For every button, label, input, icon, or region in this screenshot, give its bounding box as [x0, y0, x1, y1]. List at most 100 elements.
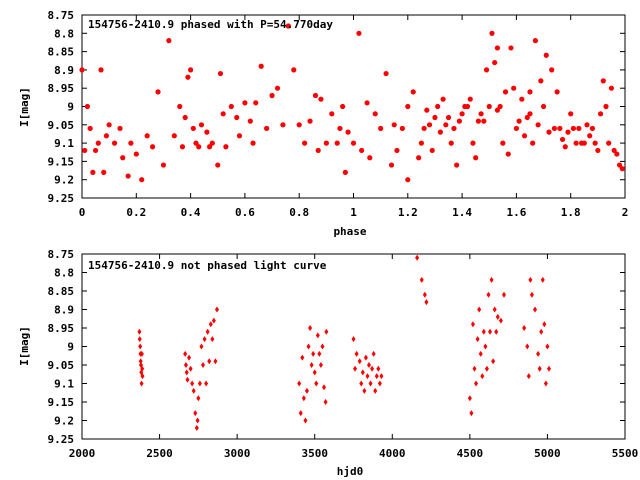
- unphased-data-point: [139, 350, 144, 357]
- unphased-data-point: [320, 343, 325, 350]
- phased-data-point: [584, 122, 590, 128]
- phased-data-point: [345, 129, 351, 135]
- phased-data-point: [215, 162, 221, 168]
- phased-data-point: [535, 122, 541, 128]
- phased-data-point: [508, 45, 514, 51]
- phased-data-point: [557, 125, 563, 132]
- phased-data-point: [133, 151, 139, 157]
- unphased-y-tick-label: 9.25: [48, 433, 75, 446]
- phased-x-tick-label: 1.6: [506, 206, 526, 219]
- phased-x-tick-label: 0.8: [289, 206, 309, 219]
- unphased-x-tick-label: 4000: [379, 447, 406, 460]
- unphased-data-point: [205, 328, 210, 335]
- unphased-data-point: [477, 306, 482, 313]
- phased-x-tick-label: 2: [622, 206, 629, 219]
- phased-data-point: [323, 140, 329, 146]
- phased-data-point: [405, 103, 411, 110]
- unphased-data-point: [214, 306, 219, 313]
- phased-data-point: [492, 59, 498, 66]
- unphased-data-point: [204, 380, 209, 387]
- phased-data-point: [494, 45, 500, 51]
- unphased-data-point: [309, 362, 314, 368]
- unphased-data-point: [191, 387, 196, 394]
- phased-data-point: [356, 30, 362, 36]
- phased-data-point: [429, 147, 435, 154]
- unphased-data-point: [533, 306, 538, 313]
- unphased-data-point: [536, 350, 541, 357]
- phased-data-point: [581, 140, 587, 146]
- phased-data-point: [258, 63, 264, 69]
- unphased-data-point: [360, 369, 365, 376]
- unphased-data-point: [301, 395, 306, 402]
- unphased-data-point: [357, 358, 362, 365]
- unphased-data-point: [525, 343, 530, 350]
- phased-data-point: [302, 140, 308, 146]
- phased-y-tick-label: 8.9: [54, 64, 74, 77]
- phased-data-point: [188, 67, 194, 73]
- phased-y-tick-label: 9.2: [54, 174, 74, 187]
- phased-data-point: [505, 151, 511, 157]
- phased-data-point: [459, 111, 465, 117]
- phased-data-point: [608, 85, 615, 91]
- phased-data-point: [600, 78, 606, 84]
- phased-data-point: [228, 103, 234, 110]
- unphased-data-point: [194, 424, 199, 431]
- unphased-data-point: [367, 362, 372, 368]
- phased-data-point: [475, 118, 481, 124]
- unphased-data-point: [138, 343, 143, 350]
- unphased-data-point: [304, 387, 309, 394]
- phased-data-point: [549, 67, 555, 73]
- unphased-data-point: [539, 328, 544, 335]
- unphased-data-point: [540, 276, 545, 283]
- unphased-data-point: [480, 373, 485, 380]
- unphased-data-point: [324, 328, 329, 335]
- unphased-data-point: [419, 276, 424, 283]
- unphased-data-point: [377, 380, 382, 387]
- unphased-data-point: [483, 343, 488, 350]
- phased-data-point: [198, 122, 205, 128]
- unphased-y-tick-label: 9.05: [48, 359, 75, 372]
- unphased-data-point: [374, 373, 379, 380]
- unphased-x-tick-label: 2000: [69, 447, 96, 460]
- phased-data-point: [388, 162, 395, 168]
- phased-data-point: [538, 78, 544, 84]
- unphased-data-point: [137, 336, 142, 343]
- phased-data-point: [513, 125, 520, 132]
- unphased-data-point: [187, 354, 192, 361]
- phased-data-point: [359, 147, 365, 154]
- phased-data-point: [236, 133, 243, 139]
- unphased-data-point: [424, 299, 429, 306]
- unphased-data-point: [484, 365, 489, 372]
- unphased-data-point: [137, 328, 142, 335]
- phased-axis-ticks: 0 0.2 0.4 0.6 0.8 1 1.2 1.4 1.6 1.8 2 8.75 8.8 8.85 8.…: [48, 9, 629, 219]
- unphased-data-point: [312, 369, 317, 376]
- unphased-y-tick-label: 9.15: [48, 396, 75, 409]
- phased-y-tick-label: 8.75: [48, 9, 75, 22]
- phased-data-point: [489, 30, 495, 36]
- phased-data-point: [416, 155, 422, 161]
- phased-data-point: [242, 100, 248, 106]
- phased-data-point: [155, 89, 161, 95]
- unphased-data-point: [373, 387, 378, 394]
- phased-data-point: [291, 67, 297, 73]
- phased-x-tick-label: 1.2: [398, 206, 418, 219]
- phased-data-point: [587, 133, 593, 139]
- unphased-data-point: [467, 395, 472, 402]
- phased-data-point: [177, 103, 183, 110]
- phased-data-point: [478, 111, 484, 117]
- phased-data-point: [497, 103, 503, 110]
- phased-data-point: [454, 162, 460, 168]
- phased-data-point: [367, 155, 373, 161]
- phased-data-point: [576, 125, 582, 132]
- unphased-data-point: [376, 365, 381, 372]
- phased-data-point: [274, 85, 281, 91]
- phased-data-point: [209, 140, 215, 146]
- phased-data-point: [101, 169, 107, 175]
- unphased-data-point: [139, 380, 144, 387]
- unphased-data-point: [351, 336, 356, 343]
- phased-data-point: [98, 67, 104, 73]
- phased-data-point: [559, 136, 566, 143]
- unphased-plot-frame: [81, 253, 626, 440]
- phased-data-point: [106, 122, 112, 128]
- phased-data-point: [418, 140, 424, 146]
